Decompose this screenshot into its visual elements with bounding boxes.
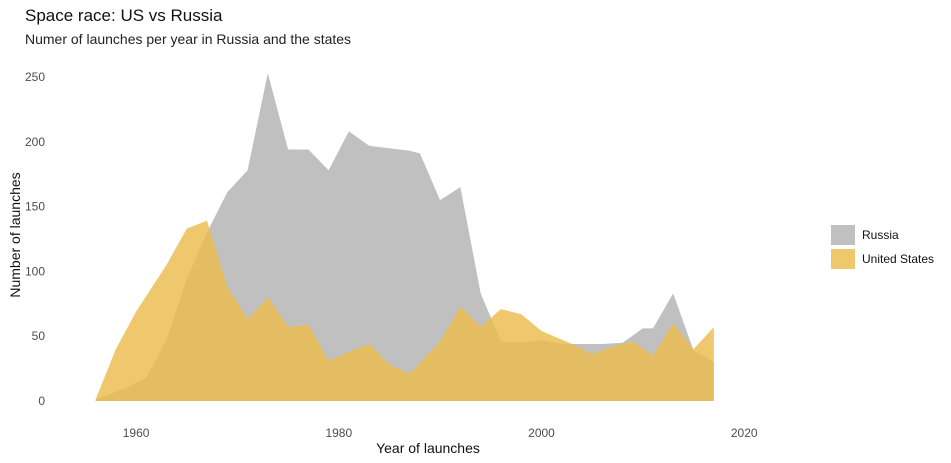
x-tick-label: 1980	[325, 426, 352, 440]
y-tick-label: 200	[25, 135, 45, 149]
plot-areas	[95, 73, 714, 401]
chart-title: Space race: US vs Russia	[25, 6, 223, 25]
y-axis-title: Number of launches	[7, 172, 23, 297]
y-tick-label: 100	[25, 264, 45, 278]
legend-label-united-states: United States	[862, 252, 934, 266]
legend: Russia United States	[831, 225, 934, 269]
y-tick-label: 150	[25, 200, 45, 214]
x-axis-ticks: 1960 1980 2000 2020	[123, 426, 758, 440]
x-tick-label: 1960	[123, 426, 150, 440]
legend-swatch-russia	[831, 225, 855, 245]
area-united-states	[95, 220, 714, 401]
x-tick-label: 2000	[528, 426, 555, 440]
y-tick-label: 250	[25, 70, 45, 84]
y-tick-label: 0	[38, 394, 45, 408]
x-tick-label: 2020	[731, 426, 758, 440]
y-axis-ticks: 0 50 100 150 200 250	[25, 70, 45, 408]
x-axis-title: Year of launches	[376, 440, 480, 456]
chart-subtitle: Numer of launches per year in Russia and…	[25, 31, 352, 47]
legend-swatch-united-states	[831, 249, 855, 269]
y-tick-label: 50	[32, 329, 46, 343]
legend-label-russia: Russia	[862, 228, 899, 242]
